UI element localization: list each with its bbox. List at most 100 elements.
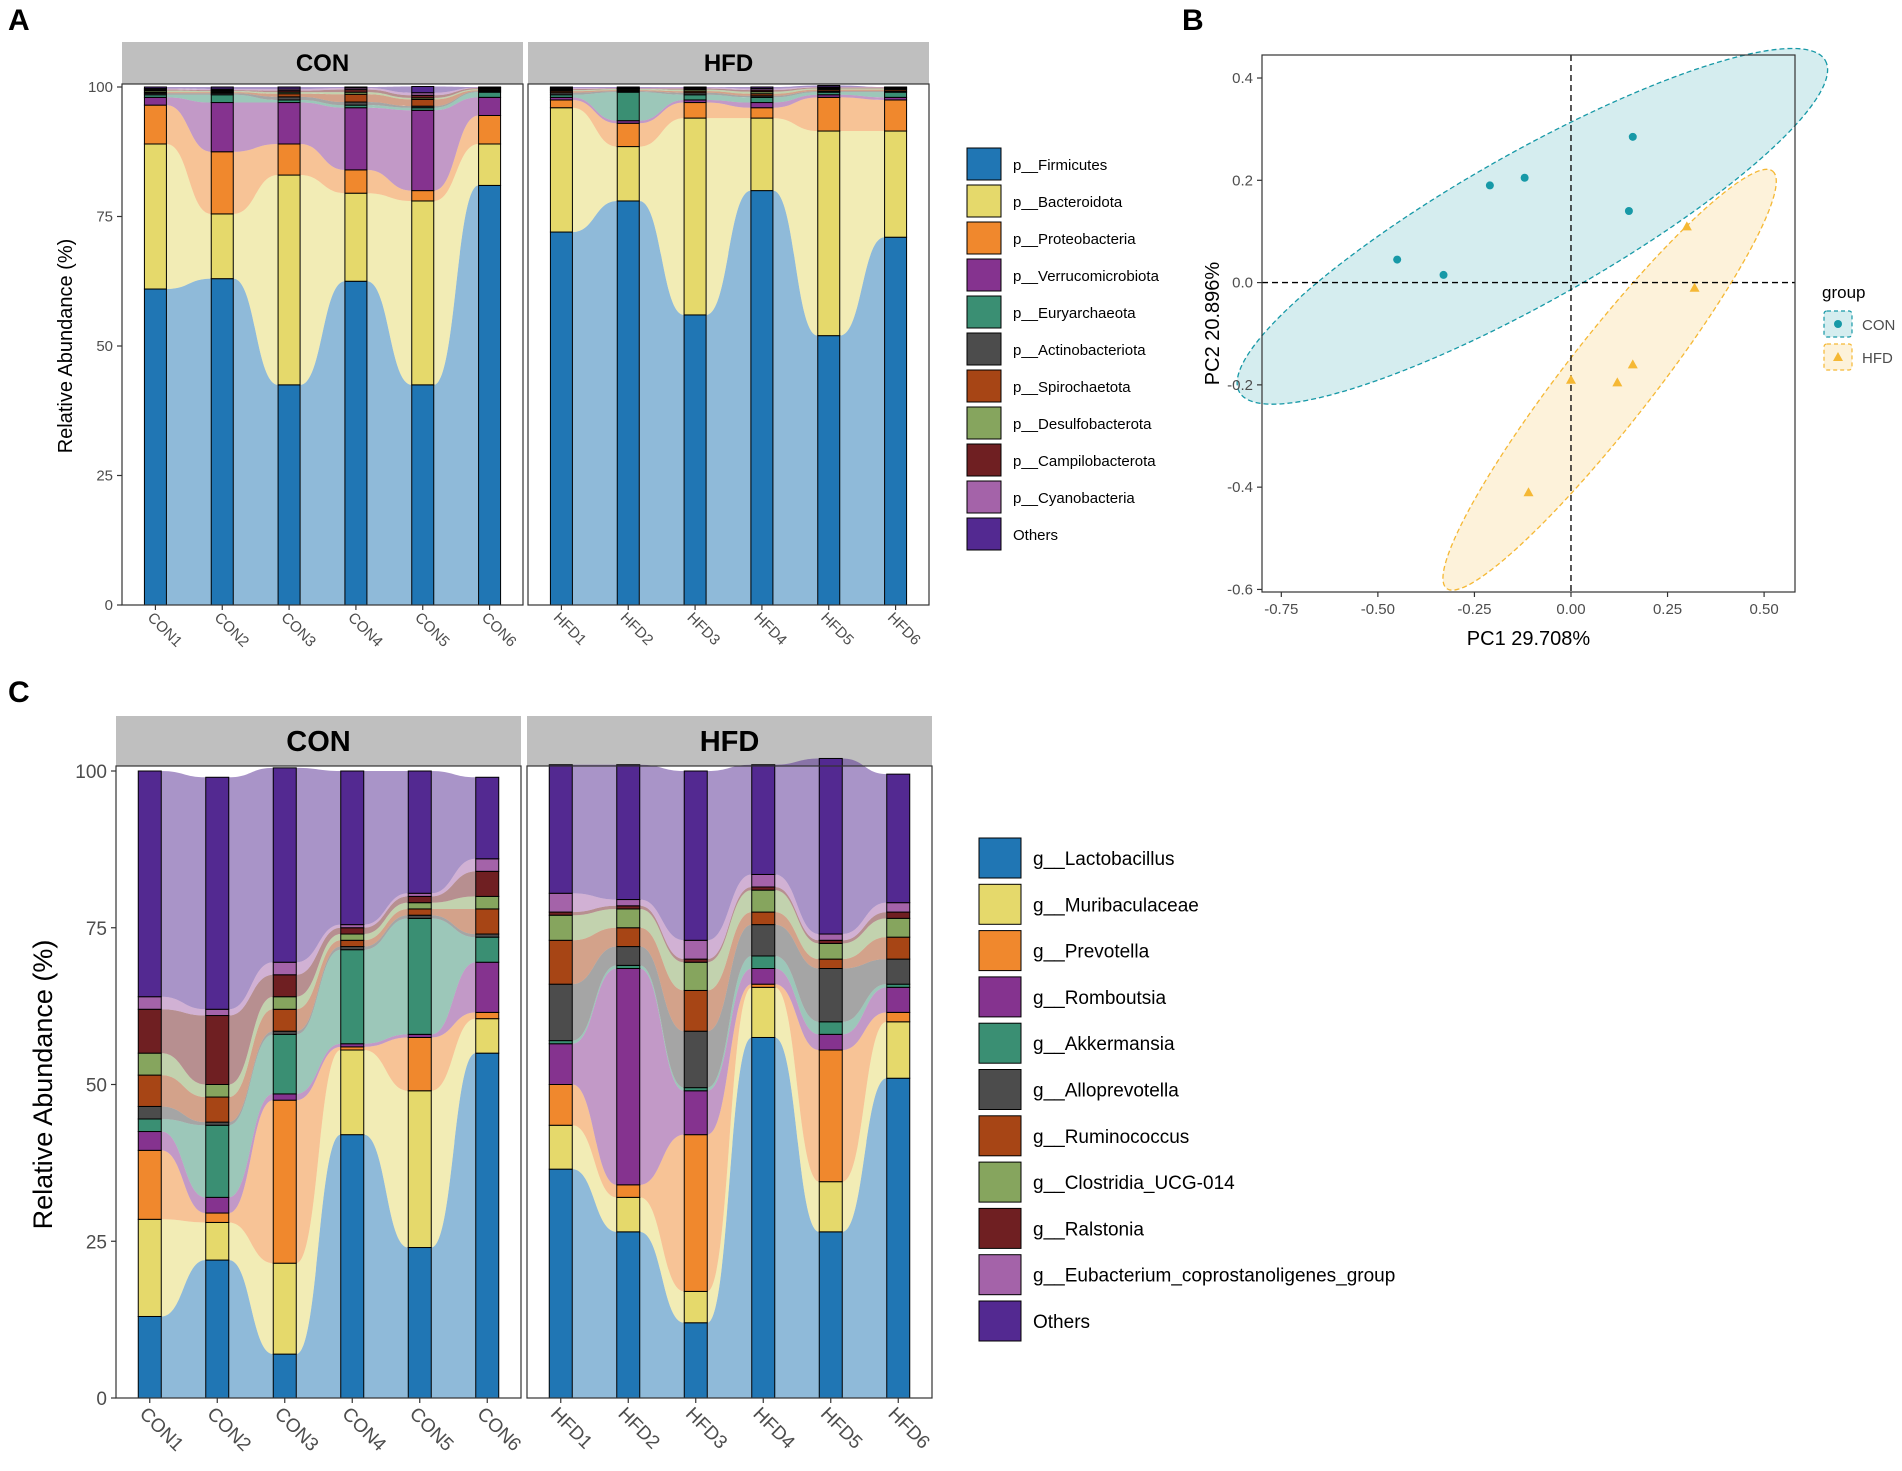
legend-label: p__Actinobacteriota: [1013, 342, 1146, 359]
bar-segment-g-eubacterium-coprostanoligenes-group: [475, 858, 500, 872]
flow-g-alloprevotella: [639, 946, 685, 1088]
bar-segment-g-clostridia-ucg-014: [272, 996, 297, 1010]
bar-hfd1: [548, 764, 573, 1399]
alluvial-flows: [572, 85, 885, 605]
x-tick-label: HFD3: [681, 1404, 731, 1454]
bar-segment-others: [137, 770, 162, 998]
bar-segment-g-alloprevotella: [548, 983, 573, 1042]
bar-segment-others: [277, 86, 301, 90]
bar-segment-g-muribaculaceae: [616, 1196, 641, 1233]
bar-segment-others: [886, 773, 911, 904]
flow-p-campilobacterota: [233, 90, 279, 93]
legend-item-p-cyanobacteria: p__Cyanobacteria: [966, 480, 1135, 514]
legend-item-g-lactobacillus: g__Lactobacillus: [978, 837, 1175, 879]
flow-p-bacteroidota: [366, 193, 412, 385]
flow-others: [572, 87, 618, 89]
point-con: [1624, 206, 1633, 215]
legend: group CON HFD: [1822, 283, 1895, 371]
flow-others: [166, 87, 212, 90]
legend-key: [966, 517, 1002, 551]
bar-segment-p-proteobacteria: [750, 107, 774, 119]
bar-segment-g-prevotella: [137, 1149, 162, 1220]
flow-g-ralstonia: [707, 886, 752, 963]
x-tick-label: CON2: [203, 1404, 255, 1456]
bar-segment-g-eubacterium-coprostanoligenes-group: [548, 892, 573, 913]
bar-segment-others: [475, 776, 500, 860]
point-hfd: [1689, 282, 1700, 292]
legend-item-g-ralstonia: g__Ralstonia: [978, 1207, 1144, 1249]
bar-segment-p-spirochaetota: [344, 93, 368, 103]
flow-p-proteobacteria: [300, 143, 345, 194]
panel-label: B: [1182, 4, 1204, 37]
legend-item-p-proteobacteria: p__Proteobacteria: [966, 221, 1136, 255]
flow-p-euryarchaeota: [300, 99, 345, 108]
flow-p-verrucomicrobiota: [572, 97, 618, 124]
bar-segment-g-muribaculaceae: [751, 986, 776, 1038]
bar-segment-g-prevotella: [616, 1184, 641, 1198]
bar-segment-others: [683, 770, 708, 941]
legend-label: p__Cyanobacteria: [1013, 490, 1135, 507]
flow-p-spirochaetota: [300, 93, 345, 103]
legend-key: [966, 443, 1002, 477]
bar-con5: [407, 770, 432, 1399]
flow-g-ruminococcus: [774, 912, 820, 969]
flow-p-campilobacterota: [433, 88, 479, 98]
flow-g-romboutsia: [707, 968, 752, 1135]
bar-hfd2: [616, 86, 640, 606]
flow-g-eubacterium-coprostanoligenes-group: [161, 996, 206, 1016]
flow-g-eubacterium-coprostanoligenes-group: [296, 924, 341, 975]
bar-segment-p-proteobacteria: [478, 114, 502, 145]
bar-segment-others: [548, 764, 573, 894]
flow-g-lactobacillus: [842, 1078, 887, 1398]
legend-item-g-alloprevotella: g__Alloprevotella: [978, 1069, 1179, 1110]
legend-item-p-desulfobacterota: p__Desulfobacterota: [966, 406, 1152, 440]
flow-others: [639, 764, 685, 941]
flow-p-actinobacteriota: [300, 96, 345, 106]
bar-segment-g-ruminococcus: [407, 908, 432, 916]
flow-g-muribaculaceae: [707, 987, 752, 1323]
legend-label: g__Alloprevotella: [1033, 1081, 1179, 1102]
facet-strip: [122, 42, 523, 84]
flow-others: [431, 771, 476, 894]
flow-g-romboutsia: [363, 1034, 409, 1047]
bar-segment-p-firmicutes: [277, 384, 301, 606]
legend-label: g__Muribaculaceae: [1033, 895, 1199, 916]
x-tick-label: HFD6: [884, 609, 924, 649]
panel-b: B -0.75 -0.50 -0.25 0.00 0.25 0.50 0.4 0.2 0.0 -0.…: [1182, 4, 1895, 650]
bar-segment-g-prevotella: [818, 1049, 843, 1183]
flow-p-bacteroidota: [839, 131, 885, 336]
legend-label: g__Ruminococcus: [1033, 1127, 1189, 1148]
flow-g-lactobacillus: [774, 1037, 820, 1398]
point-con: [1628, 132, 1637, 141]
flow-g-prevotella: [296, 1046, 341, 1264]
bar-segment-p-verrucomicrobiota: [143, 96, 167, 106]
flow-p-spirochaetota: [433, 90, 479, 107]
flow-g-akkermansia: [774, 955, 820, 1035]
flow-others: [772, 85, 818, 89]
bar-segment-p-proteobacteria: [344, 169, 368, 194]
flow-g-lactobacillus: [161, 1260, 206, 1398]
legend: p__Firmicutes p__Bacteroidota p__Proteobac…: [966, 147, 1160, 551]
bar-segment-p-proteobacteria: [884, 99, 908, 132]
bar-segment-g-akkermansia: [137, 1118, 162, 1133]
flow-g-prevotella: [774, 984, 820, 1182]
legend-key: [978, 1300, 1022, 1342]
bar-segment-g-romboutsia: [548, 1043, 573, 1085]
flow-p-actinobacteriota: [706, 92, 751, 98]
flow-p-actinobacteriota: [233, 93, 279, 100]
bar-segment-g-ruminococcus: [886, 936, 911, 960]
y-axis-title: PC2 20.896%: [1202, 262, 1224, 386]
y-tick-label: 75: [96, 209, 113, 226]
bar-con5: [411, 85, 435, 606]
legend-item-g-prevotella: g__Prevotella: [978, 930, 1150, 972]
flow-g-lactobacillus: [431, 1053, 476, 1398]
bar-con4: [344, 86, 368, 606]
bar-segment-g-clostridia-ucg-014: [818, 942, 843, 960]
flow-g-romboutsia: [431, 962, 476, 1038]
bar-segment-g-prevotella: [407, 1036, 432, 1092]
legend-label: g__Prevotella: [1033, 942, 1150, 963]
bar-segment-p-bacteroidota: [884, 130, 908, 238]
point-hfd: [1523, 487, 1534, 497]
bar-segment-g-akkermansia: [818, 1021, 843, 1035]
legend-label: g__Clostridia_UCG-014: [1033, 1173, 1235, 1194]
